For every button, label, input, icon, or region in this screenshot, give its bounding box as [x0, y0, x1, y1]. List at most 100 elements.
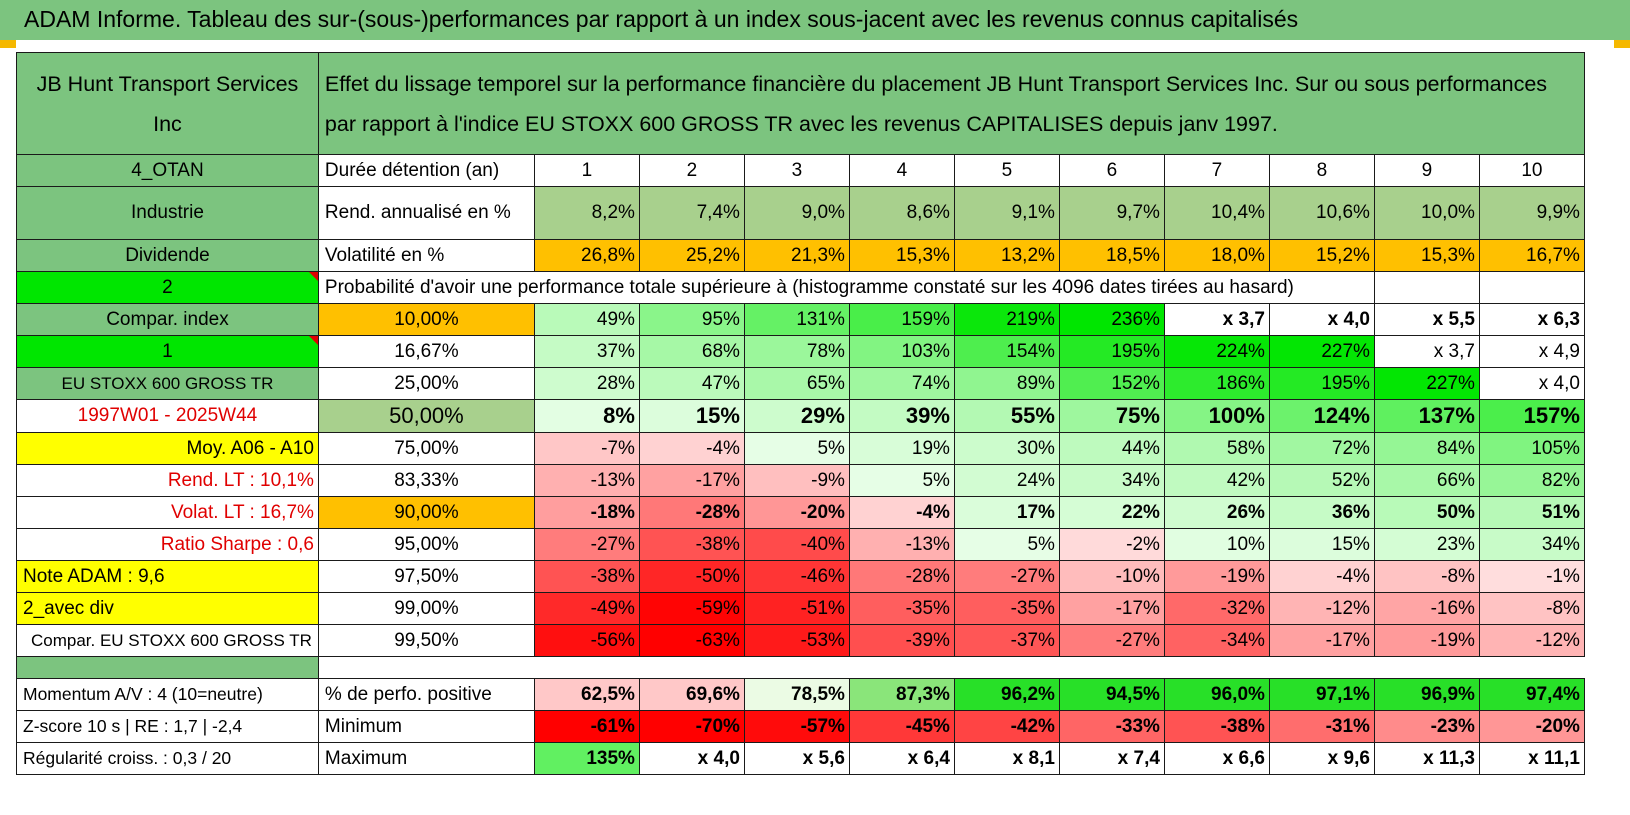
- prob-value: 100%: [1163, 399, 1270, 433]
- minimum-row-label: Minimum: [317, 710, 535, 743]
- selector-two[interactable]: 2: [16, 271, 319, 304]
- company-name: JB Hunt Transport Services Inc: [16, 52, 319, 155]
- positive-value: 78,5%: [743, 678, 850, 711]
- prob-value: 24%: [953, 464, 1060, 497]
- prob-value: -56%: [533, 624, 640, 657]
- minimum-value: -33%: [1058, 710, 1165, 743]
- prob-value: 159%: [848, 303, 955, 336]
- prob-value: -13%: [533, 464, 640, 497]
- prob-value: 195%: [1268, 367, 1375, 400]
- prob-value: 5%: [848, 464, 955, 497]
- prob-value: x 4,0: [1478, 367, 1585, 400]
- table-description: Effet du lissage temporel sur la perform…: [317, 52, 1585, 155]
- prob-value: -19%: [1163, 560, 1270, 593]
- prob-value: 49%: [533, 303, 640, 336]
- prob-value: x 3,7: [1163, 303, 1270, 336]
- prob-value: 227%: [1373, 367, 1480, 400]
- prob-value: 34%: [1478, 528, 1585, 561]
- minimum-value: -38%: [1163, 710, 1270, 743]
- vol-label: Volatilité en %: [317, 239, 535, 272]
- prob-value: 58%: [1163, 432, 1270, 465]
- left-accent: [0, 40, 16, 48]
- period-label: 1997W01 - 2025W44: [16, 399, 319, 433]
- rend-value: 9,0%: [743, 186, 850, 240]
- prob-value: -28%: [638, 496, 745, 529]
- prob-value: 195%: [1058, 335, 1165, 368]
- compar-full-label: Compar. EU STOXX 600 GROSS TR: [16, 624, 319, 657]
- positive-row-label: % de perfo. positive: [317, 678, 535, 711]
- prob-value: -39%: [848, 624, 955, 657]
- prob-value: x 6,3: [1478, 303, 1585, 336]
- index-name: EU STOXX 600 GROSS TR: [16, 367, 319, 400]
- prob-value: 34%: [1058, 464, 1165, 497]
- threshold-pct: 97,50%: [317, 560, 535, 593]
- maximum-value: x 6,4: [848, 742, 955, 775]
- dividende-label: Dividende: [16, 239, 319, 272]
- prob-value: x 4,0: [1268, 303, 1375, 336]
- prob-value: 84%: [1373, 432, 1480, 465]
- prob-value: -10%: [1058, 560, 1165, 593]
- threshold-pct: 90,00%: [317, 496, 535, 529]
- maximum-value: x 6,6: [1163, 742, 1270, 775]
- rend-lt-label: Rend. LT : 10,1%: [16, 464, 319, 497]
- vol-value: 13,2%: [953, 239, 1060, 272]
- prob-value: 137%: [1373, 399, 1480, 433]
- positive-value: 94,5%: [1058, 678, 1165, 711]
- minimum-value: -23%: [1373, 710, 1480, 743]
- prob-value: -4%: [638, 432, 745, 465]
- minimum-value: -42%: [953, 710, 1060, 743]
- year-header: 9: [1373, 154, 1480, 187]
- prob-value: 74%: [848, 367, 955, 400]
- rend-value: 9,7%: [1058, 186, 1165, 240]
- year-header: 1: [533, 154, 640, 187]
- prob-value: x 3,7: [1373, 335, 1480, 368]
- prob-value: 152%: [1058, 367, 1165, 400]
- prob-value: -28%: [848, 560, 955, 593]
- prob-value: -19%: [1373, 624, 1480, 657]
- prob-value: -51%: [743, 592, 850, 625]
- prob-value: -7%: [533, 432, 640, 465]
- prob-value: 89%: [953, 367, 1060, 400]
- prob-value: 10%: [1163, 528, 1270, 561]
- zscore-label: Z-score 10 s | RE : 1,7 | -2,4: [16, 710, 319, 743]
- prob-value: 186%: [1163, 367, 1270, 400]
- prob-value: 51%: [1478, 496, 1585, 529]
- threshold-pct: 99,00%: [317, 592, 535, 625]
- year-header: 3: [743, 154, 850, 187]
- year-header: 8: [1268, 154, 1375, 187]
- sharpe-label: Ratio Sharpe : 0,6: [16, 528, 319, 561]
- prob-value: 103%: [848, 335, 955, 368]
- rend-value: 7,4%: [638, 186, 745, 240]
- prob-value: 36%: [1268, 496, 1375, 529]
- performance-table: JB Hunt Transport Services Inc Effet du …: [16, 52, 1585, 775]
- prob-value: -38%: [638, 528, 745, 561]
- prob-value: 23%: [1373, 528, 1480, 561]
- probability-caption: Probabilité d'avoir une performance tota…: [317, 271, 1375, 304]
- prob-value: 105%: [1478, 432, 1585, 465]
- selector-one[interactable]: 1: [16, 335, 319, 368]
- rend-value: 8,2%: [533, 186, 640, 240]
- rend-value: 10,4%: [1163, 186, 1270, 240]
- prob-value: -53%: [743, 624, 850, 657]
- prob-value: 44%: [1058, 432, 1165, 465]
- prob-value: 17%: [953, 496, 1060, 529]
- prob-value: -34%: [1163, 624, 1270, 657]
- prob-value: -17%: [1268, 624, 1375, 657]
- maximum-value: x 8,1: [953, 742, 1060, 775]
- rend-value: 9,9%: [1478, 186, 1585, 240]
- vol-value: 16,7%: [1478, 239, 1585, 272]
- prob-value: 131%: [743, 303, 850, 336]
- prob-value: 30%: [953, 432, 1060, 465]
- prob-value: -4%: [848, 496, 955, 529]
- spacer-cell: [318, 657, 1584, 679]
- vol-value: 15,3%: [1373, 239, 1480, 272]
- prob-value: 72%: [1268, 432, 1375, 465]
- page-title: ADAM Informe. Tableau des sur-(sous-)per…: [24, 6, 1299, 32]
- maximum-value: 135%: [533, 742, 640, 775]
- prob-value: -27%: [953, 560, 1060, 593]
- rend-value: 8,6%: [848, 186, 955, 240]
- vol-value: 18,0%: [1163, 239, 1270, 272]
- prob-value: 5%: [743, 432, 850, 465]
- positive-value: 62,5%: [533, 678, 640, 711]
- prob-value: -8%: [1373, 560, 1480, 593]
